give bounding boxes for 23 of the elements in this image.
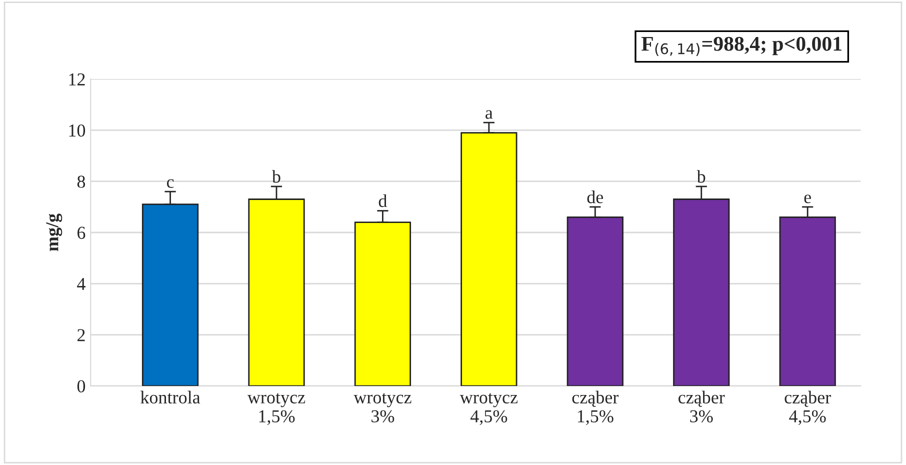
x-tick-label: wrotycz 3%	[354, 393, 412, 422]
x-tick-label: wrotycz 1,5%	[247, 393, 306, 425]
annotation: a	[486, 110, 493, 119]
x-tick-label: cząber 3%	[678, 390, 725, 422]
x-tick-label: wrotycz 4,5%	[460, 393, 518, 425]
annotation: de	[587, 190, 604, 204]
annotation: e	[804, 194, 811, 204]
y-tick-label: 2	[78, 329, 85, 342]
y-axis-title: mg/g	[46, 214, 62, 252]
y-tick-label: 8	[77, 176, 86, 188]
y-tick-label: 12	[69, 73, 85, 86]
text: F$_{(6,14)}$=988,4; p<0,001	[641, 36, 842, 56]
x-tick-label: kontrola	[140, 390, 200, 404]
annotation: c	[166, 179, 174, 188]
x-tick-label: cząber 4,5%	[784, 390, 831, 425]
y-tick-label: 4	[77, 278, 86, 290]
x-tick-label: cząber 1,5%	[572, 390, 619, 425]
y-tick-label: 6	[77, 226, 86, 239]
annotation: b	[272, 170, 280, 183]
y-tick-label: 10	[69, 124, 86, 137]
annotation: d	[378, 194, 387, 208]
y-tick-label: 0	[77, 380, 86, 392]
annotation: b	[696, 170, 706, 183]
